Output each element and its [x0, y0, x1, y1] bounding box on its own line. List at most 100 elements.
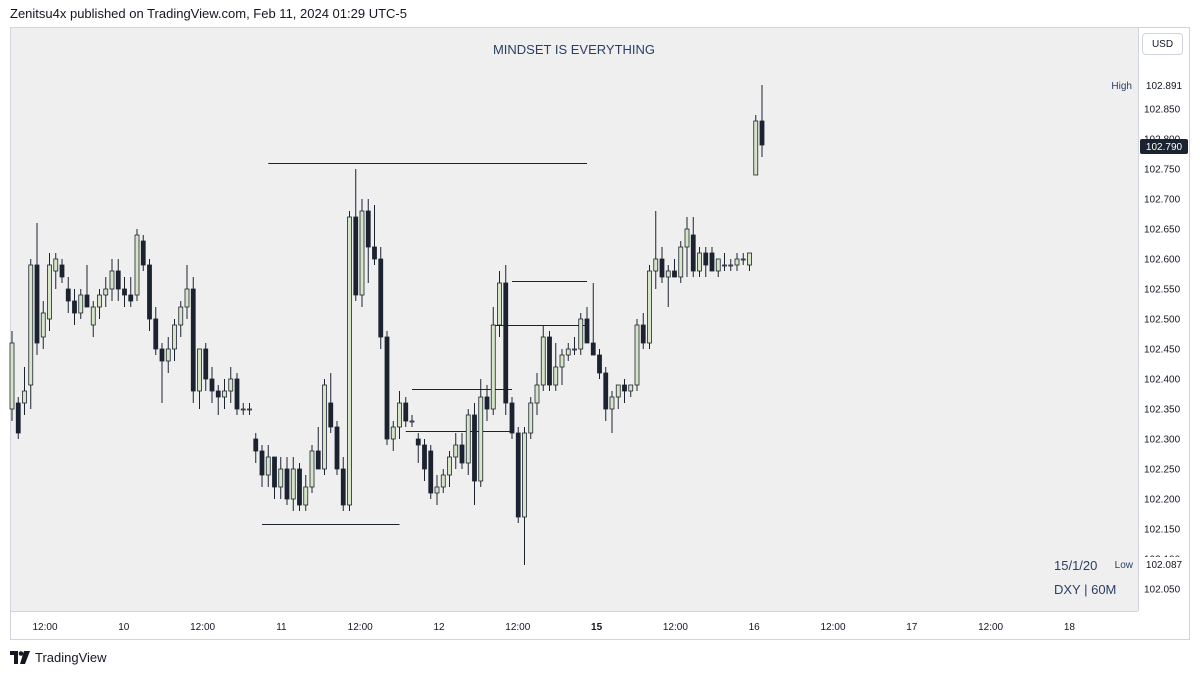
x-tick-label: 12:00 [190, 622, 215, 633]
candle [22, 367, 27, 415]
candle-body [403, 402, 409, 422]
candle [365, 199, 371, 283]
candle [434, 475, 440, 505]
x-tick-label: 12:00 [663, 622, 688, 633]
candle [709, 247, 715, 272]
candle [528, 397, 534, 439]
candle [153, 307, 159, 355]
high-marker-label: High [1111, 81, 1132, 92]
candle-body [378, 258, 384, 338]
x-tick-label: 12:00 [505, 622, 530, 633]
candle [347, 211, 352, 511]
candle-body [334, 426, 340, 470]
candle [422, 439, 427, 481]
candle-body [522, 432, 527, 518]
candle-body [9, 342, 15, 410]
x-tick-label: 15 [591, 622, 603, 633]
candle [165, 337, 171, 373]
candle-body [697, 252, 702, 272]
candle [684, 217, 690, 277]
y-tick-label: 102.300 [1144, 435, 1181, 446]
candle-body [122, 288, 127, 296]
high-marker-value: 102.891 [1146, 81, 1183, 92]
candle [715, 258, 721, 277]
x-tick-label: 12:00 [32, 622, 57, 633]
price-axis[interactable] [1138, 28, 1189, 611]
candle-body [372, 246, 377, 260]
x-tick-label: 18 [1064, 622, 1076, 633]
candle [134, 229, 140, 301]
candle-body [172, 324, 177, 350]
candle [540, 325, 546, 391]
low-label-bg [1112, 557, 1138, 571]
candle-body [484, 396, 490, 410]
y-tick-label: 102.150 [1144, 525, 1181, 536]
candle-body [147, 264, 152, 320]
candle-body [222, 390, 227, 398]
candle [59, 259, 65, 283]
candle [115, 259, 121, 301]
candle-body [509, 402, 515, 434]
y-tick-label: 102.450 [1144, 345, 1181, 356]
candle-body [290, 468, 296, 500]
symbol-annotation: DXY | 60M [1054, 582, 1116, 597]
candle-body [128, 294, 134, 302]
candle-body [134, 234, 140, 296]
candle-body [115, 270, 121, 290]
candle [334, 421, 340, 475]
x-tick-label: 11 [276, 622, 287, 633]
plot-area[interactable] [11, 28, 1138, 611]
candle-body [622, 384, 627, 392]
candle-body [228, 378, 234, 392]
candle [84, 265, 90, 308]
candle [547, 331, 552, 391]
candle-body [159, 348, 165, 362]
candle [28, 259, 34, 409]
candle [503, 265, 509, 415]
candle [309, 445, 315, 493]
candle-body [40, 312, 46, 338]
candle-body [409, 420, 415, 423]
candle [609, 391, 615, 433]
candle [572, 337, 577, 355]
candle-body [328, 402, 334, 428]
candle-body [109, 270, 115, 290]
candle-body [365, 210, 371, 248]
candle [190, 277, 196, 403]
candle-body [690, 234, 696, 272]
candle [453, 433, 459, 469]
candle-body [84, 294, 90, 308]
x-tick-label: 12:00 [978, 622, 1003, 633]
tradingview-logo-icon [10, 651, 30, 664]
candle [103, 277, 109, 307]
time-axis[interactable] [11, 611, 1138, 639]
candle [390, 421, 396, 451]
candle-body [678, 246, 684, 278]
y-tick-label: 102.050 [1144, 585, 1181, 596]
y-tick-label: 102.650 [1144, 225, 1181, 236]
candle-body [747, 252, 752, 266]
candle-body [240, 408, 246, 411]
candle [634, 319, 640, 391]
low-marker-label: Low [1115, 560, 1134, 571]
candle-body [234, 378, 240, 410]
x-tick-label: 17 [906, 622, 918, 633]
currency-button[interactable]: USD [1142, 33, 1183, 55]
candle-body [609, 396, 615, 410]
candle-body [22, 390, 27, 404]
candle [665, 265, 671, 307]
candle-body [265, 456, 271, 476]
candle [515, 427, 521, 523]
candle-body [740, 258, 746, 261]
candle [234, 373, 240, 415]
candle-body [559, 354, 565, 368]
candle [40, 301, 46, 349]
candle [109, 259, 115, 301]
candle [478, 379, 484, 487]
candle [403, 397, 409, 427]
candle [415, 433, 421, 463]
candle [184, 265, 190, 319]
candle [697, 247, 702, 277]
tradingview-footer[interactable]: TradingView [10, 650, 107, 665]
candle-body [534, 384, 540, 404]
